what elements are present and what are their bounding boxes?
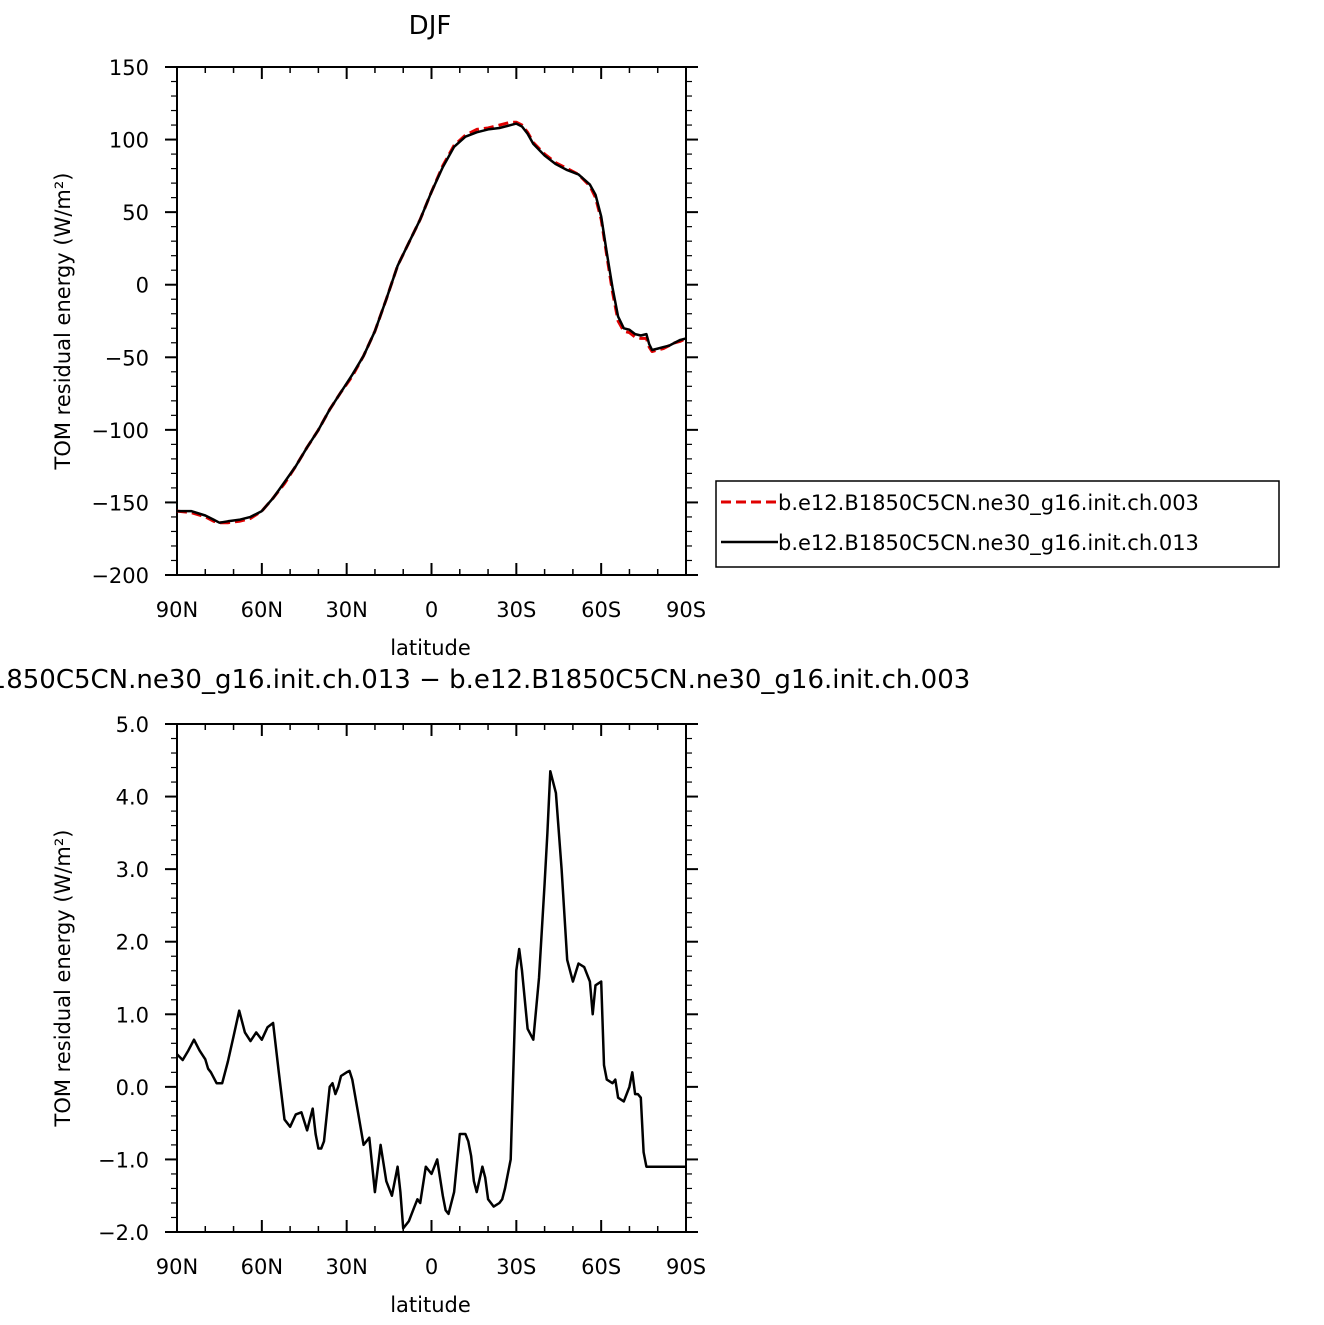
y-tick-label: −150: [91, 491, 149, 515]
x-tick-label: 30S: [496, 598, 536, 622]
y-tick-label: 50: [122, 201, 149, 225]
y-tick-label: −2.0: [98, 1221, 149, 1245]
y-axis-label: TOM residual energy (W/m²): [51, 830, 75, 1128]
x-axis-label: latitude: [390, 636, 471, 660]
x-tick-label: 0: [425, 598, 438, 622]
x-tick-label: 0: [425, 1255, 438, 1279]
series-line-1: [176, 120, 687, 525]
top-plot-title: DJF: [409, 11, 452, 41]
x-tick-label: 60S: [581, 598, 621, 622]
bottom-plot-title: b.e12.B1850C5CN.ne30_g16.init.ch.013 − b…: [0, 665, 970, 695]
x-tick-label: 60S: [581, 1255, 621, 1279]
plot-panel-2: 90N 60N 30N 0 30S 60S 90S −2.0 −1.0 0.0 1.0 2.0 3.0 4…: [51, 713, 706, 1317]
legend-label-1: b.e12.B1850C5CN.ne30_g16.init.ch.003: [778, 491, 1199, 516]
x-tick-label: 30S: [496, 1255, 536, 1279]
plot-frame: [176, 66, 687, 576]
x-tick-label: 90N: [156, 598, 198, 622]
y-tick-label: 3.0: [116, 858, 149, 882]
y-tick-label: −50: [105, 346, 149, 370]
x-tick-label: 90S: [666, 598, 706, 622]
x-axis-label: latitude: [390, 1293, 471, 1317]
y-tick-label: 150: [109, 56, 149, 80]
y-tick-label: −200: [91, 564, 149, 588]
y-tick-label: 100: [109, 129, 149, 153]
y-tick-label: 0: [136, 274, 149, 298]
series-line-2: [177, 122, 687, 524]
x-tick-label: 90S: [666, 1255, 706, 1279]
series-line-1: [176, 769, 686, 1230]
plot-frame: [176, 723, 687, 1233]
legend-box: [715, 480, 1280, 568]
y-axis-label: TOM residual energy (W/m²): [51, 173, 75, 471]
legend-label-2: b.e12.B1850C5CN.ne30_g16.init.ch.013: [778, 531, 1199, 556]
y-tick-label: 4.0: [116, 786, 149, 810]
y-tick-label: 1.0: [116, 1003, 149, 1027]
y-tick-label: 5.0: [116, 713, 149, 737]
x-tick-label: 60N: [241, 598, 283, 622]
x-tick-label: 90N: [156, 1255, 198, 1279]
y-tick-label: −1.0: [98, 1148, 149, 1172]
x-tick-label: 30N: [325, 598, 367, 622]
plot-panel-1: 90N 60N 30N 0 30S 60S 90S −200 −150 −100 −50 0 50 100…: [51, 56, 706, 660]
legend: b.e12.B1850C5CN.ne30_g16.init.ch.003 b.e1…: [715, 480, 1280, 568]
y-tick-label: −100: [91, 419, 149, 443]
y-tick-label: 0.0: [116, 1076, 149, 1100]
x-tick-label: 60N: [241, 1255, 283, 1279]
y-tick-label: 2.0: [116, 931, 149, 955]
x-tick-label: 30N: [325, 1255, 367, 1279]
